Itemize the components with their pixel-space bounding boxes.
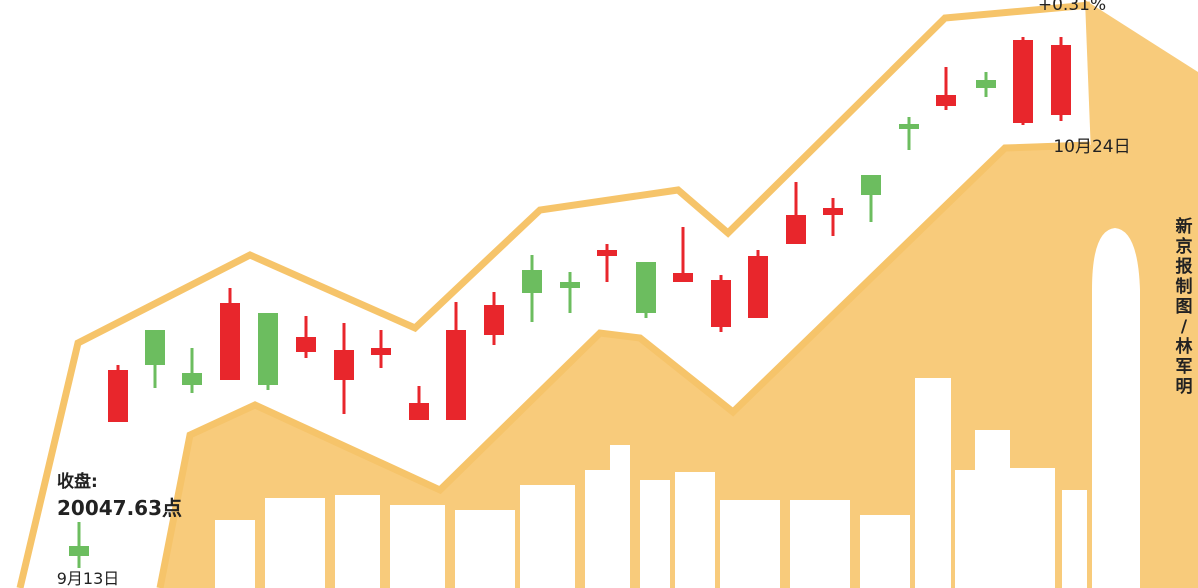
- close-value: 20047.63点: [57, 496, 182, 520]
- credit-char: /: [1181, 317, 1188, 337]
- change-label: +0.31%: [1038, 0, 1106, 15]
- candles: [69, 37, 1071, 568]
- candle-body: [936, 95, 956, 106]
- lower-band: [156, 141, 1091, 588]
- credit-char: 军: [1176, 357, 1193, 377]
- end-date: 10月24日: [1053, 137, 1130, 157]
- candle-body: [748, 256, 768, 318]
- arrow-head: [1085, 0, 1198, 180]
- candle-body: [69, 546, 89, 556]
- candle-body: [899, 124, 919, 129]
- candle-body: [484, 305, 504, 335]
- credit-char: 图: [1176, 297, 1193, 317]
- credit-char: 新: [1176, 216, 1193, 237]
- credit-panel: [1162, 90, 1198, 470]
- candle-body: [861, 175, 881, 195]
- candle-body: [446, 330, 466, 420]
- candle-body: [823, 208, 843, 215]
- credit-char: 报: [1176, 256, 1193, 277]
- candle-body: [1051, 45, 1071, 115]
- candle-body: [409, 403, 429, 420]
- candle-body: [220, 303, 240, 380]
- candle-body: [636, 262, 656, 313]
- candle-body: [145, 330, 165, 365]
- candle-body: [786, 215, 806, 244]
- candle-body: [258, 313, 278, 385]
- candle-body: [673, 273, 693, 282]
- credit-char: 京: [1176, 236, 1193, 257]
- credit-char: 明: [1176, 377, 1193, 397]
- candle-body: [371, 348, 391, 355]
- candle-body: [522, 270, 542, 293]
- candle-body: [560, 282, 580, 288]
- candle-body: [597, 250, 617, 256]
- candle-body: [976, 80, 996, 88]
- candle-body: [182, 373, 202, 385]
- candle-body: [108, 370, 128, 422]
- candle-body: [334, 350, 354, 380]
- credit-char: 林: [1176, 336, 1193, 357]
- skyline: [215, 228, 1140, 588]
- start-date: 9月13日: [57, 569, 120, 588]
- upper-band: [16, 1, 1091, 588]
- candle-body: [296, 337, 316, 352]
- close-label: 收盘:: [57, 471, 98, 492]
- candle-body: [1013, 40, 1033, 123]
- credit-char: 制: [1176, 276, 1193, 297]
- candle-body: [711, 280, 731, 327]
